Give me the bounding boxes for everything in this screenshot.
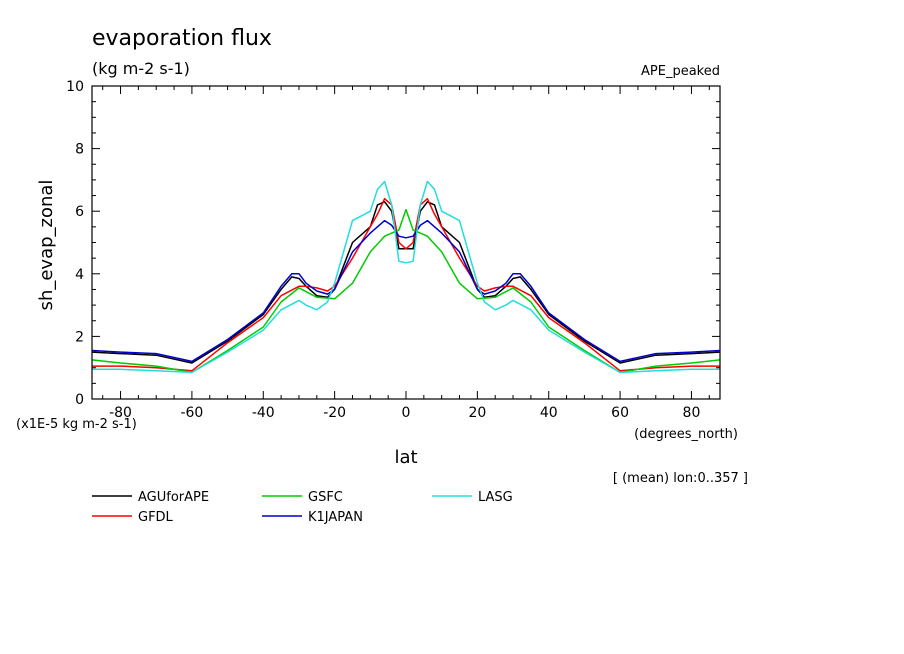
- y-tick-label: 8: [75, 142, 84, 158]
- y-tick-label: 0: [75, 392, 84, 408]
- x-tick-label: 0: [402, 405, 411, 421]
- x-tick-label: 40: [540, 405, 558, 421]
- legend-label: LASG: [478, 490, 513, 505]
- legend-label: K1JAPAN: [308, 510, 363, 525]
- y-scale-note: (x1E-5 kg m-2 s-1): [16, 417, 137, 432]
- series-line-k1japan: [91, 219, 721, 363]
- series-line-lasg: [92, 180, 720, 374]
- legend: AGUforAPE GFDL GSFC K1JAPAN LASG: [92, 490, 513, 525]
- x-tick-label: -60: [180, 405, 203, 421]
- footnote: [ (mean) lon:0..357 ]: [613, 471, 748, 486]
- series-line-gfdl: [92, 197, 720, 372]
- x-tick-label: -80: [109, 405, 132, 421]
- x-tick-label: 20: [468, 405, 486, 421]
- legend-item-aguforape: AGUforAPE: [92, 490, 209, 505]
- legend-label: GFDL: [138, 510, 174, 525]
- x-axis-units: (degrees_north): [634, 427, 738, 442]
- tick-labels: -80 -60 -40 -20 0 20 40 60 80 0 2 4 6 8 10: [66, 79, 700, 421]
- x-axis-label: lat: [394, 447, 417, 468]
- x-tick-label: -40: [252, 405, 275, 421]
- data-series: [91, 180, 721, 374]
- x-tick-label: 80: [683, 405, 701, 421]
- legend-item-gfdl: GFDL: [92, 510, 174, 525]
- y-axis-label: sh_evap_zonal: [36, 180, 57, 311]
- legend-label: AGUforAPE: [138, 490, 209, 505]
- x-tick-label: -20: [323, 405, 346, 421]
- series-line-aguforape: [91, 201, 721, 364]
- legend-item-lasg: LASG: [432, 490, 513, 505]
- y-tick-label: 4: [75, 267, 84, 283]
- chart-title: evaporation flux: [92, 26, 272, 51]
- legend-item-gsfc: GSFC: [262, 490, 343, 505]
- x-tick-label: 60: [611, 405, 629, 421]
- legend-label: GSFC: [308, 490, 343, 505]
- chart-units: (kg m-2 s-1): [92, 59, 190, 78]
- experiment-label: APE_peaked: [641, 64, 720, 79]
- legend-item-k1japan: K1JAPAN: [262, 510, 363, 525]
- y-tick-label: 10: [66, 79, 84, 95]
- plot-frame: [91, 85, 721, 400]
- y-tick-label: 6: [75, 204, 84, 220]
- series-line-gsfc: [91, 208, 721, 374]
- y-tick-label: 2: [75, 329, 84, 345]
- axis-ticks: [92, 86, 720, 399]
